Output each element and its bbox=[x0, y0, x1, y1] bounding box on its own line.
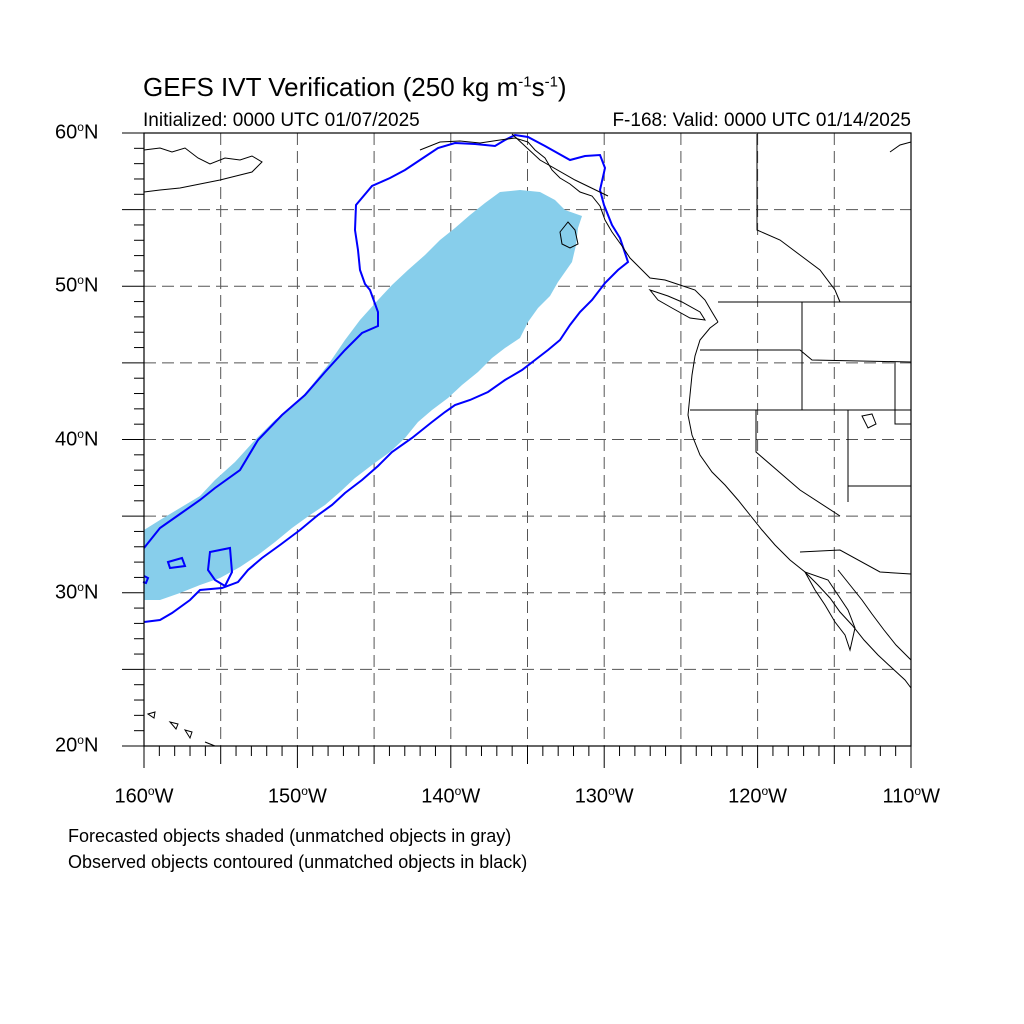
state-line-nv-ca bbox=[755, 410, 841, 517]
caption-observed: Observed objects contoured (unmatched ob… bbox=[68, 852, 528, 872]
bc-alberta-border bbox=[756, 134, 841, 303]
yukon-border bbox=[511, 133, 609, 197]
observed-object-small-contour-2 bbox=[206, 546, 234, 588]
vancouver-island bbox=[648, 288, 706, 321]
initialized-time: Initialized: 0000 UTC 01/07/2025 bbox=[143, 110, 420, 131]
title-exponent-2: -1 bbox=[544, 73, 558, 91]
state-line-wy bbox=[894, 362, 911, 425]
forecast-object-shaded bbox=[144, 190, 582, 600]
forecast-object-fill bbox=[144, 190, 582, 600]
lon-label: 140oW bbox=[421, 784, 481, 808]
title-exponent-1: -1 bbox=[518, 73, 532, 91]
observed-object-main-contour bbox=[143, 133, 630, 623]
coastlines-and-borders bbox=[143, 133, 912, 747]
lat-label: 30oN bbox=[55, 579, 99, 604]
lat-label: 40oN bbox=[55, 426, 99, 451]
lon-label: 160oW bbox=[114, 784, 174, 808]
hawaii-islands bbox=[146, 711, 216, 747]
state-line-wa-or bbox=[700, 349, 912, 363]
hudson-coast-fragment bbox=[889, 141, 912, 153]
map-title: GEFS IVT Verification (250 kg m-1s-1) bbox=[143, 72, 567, 103]
lon-label: 150oW bbox=[267, 784, 327, 808]
lon-label: 110oW bbox=[882, 784, 940, 808]
lat-label: 50oN bbox=[55, 273, 99, 297]
title-text: GEFS IVT Verification (250 kg m bbox=[143, 72, 519, 102]
alaska-coast-west bbox=[143, 147, 263, 193]
valid-time: F-168: Valid: 0000 UTC 01/14/2025 bbox=[612, 110, 911, 131]
us-west-coast bbox=[687, 321, 912, 689]
observed-object-small-contour-1 bbox=[166, 556, 187, 570]
lon-label: 120oW bbox=[728, 784, 788, 808]
us-mexico-border bbox=[799, 549, 912, 575]
caption-forecast: Forecasted objects shaded (unmatched obj… bbox=[68, 826, 512, 846]
alaska-coast-south bbox=[419, 137, 719, 323]
baja-peninsula bbox=[803, 571, 856, 652]
lon-label: 130oW bbox=[574, 784, 634, 808]
title-end: ) bbox=[557, 72, 567, 102]
great-salt-lake bbox=[861, 413, 877, 429]
lat-label: 20oN bbox=[55, 733, 99, 757]
mexico-mainland-coast bbox=[837, 569, 912, 661]
title-mid: s bbox=[531, 72, 545, 102]
map-ticks bbox=[122, 132, 912, 768]
lat-label: 60oN bbox=[55, 120, 99, 144]
bc-islands bbox=[559, 221, 579, 249]
